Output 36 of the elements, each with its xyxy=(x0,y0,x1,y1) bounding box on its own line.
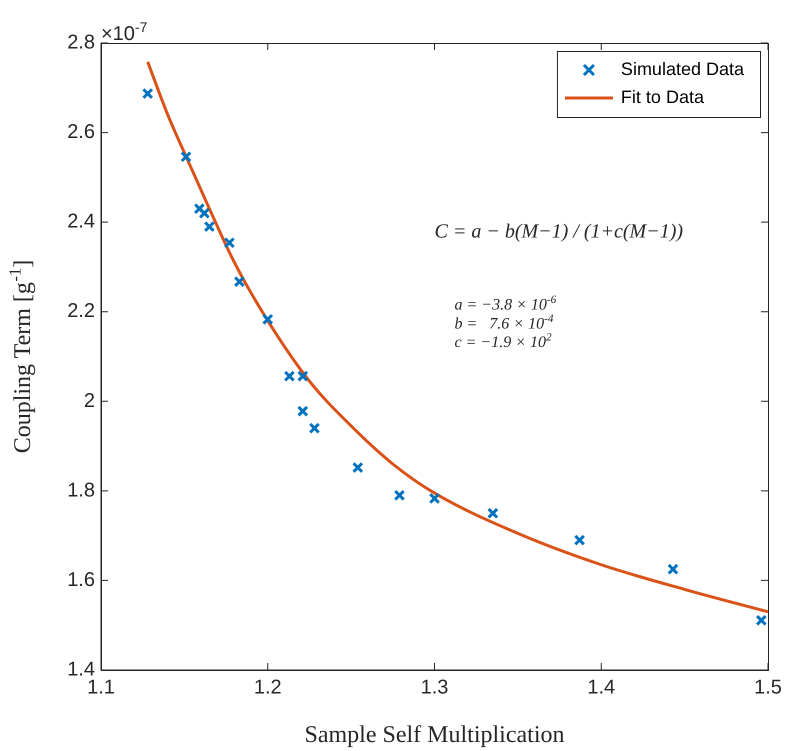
x-tick-label: 1.5 xyxy=(754,676,782,699)
point xyxy=(284,370,296,382)
point xyxy=(308,422,320,434)
x-tick-label: 1.2 xyxy=(254,676,282,699)
x-tick-label: 1.4 xyxy=(587,676,616,699)
point xyxy=(198,207,210,219)
point xyxy=(428,492,440,504)
y-tick-label: 1.6 xyxy=(67,568,95,591)
x-tick-label: 1.3 xyxy=(420,676,448,699)
point xyxy=(574,534,586,546)
x-axis-title: Sample Self Multiplication xyxy=(304,722,564,748)
legend-label: Fit to Data xyxy=(620,86,705,107)
point xyxy=(234,276,246,288)
point xyxy=(297,405,309,417)
point xyxy=(194,202,206,214)
y-axis-title: Coupling Term [g-1] xyxy=(5,260,36,454)
point xyxy=(204,220,216,232)
y-tick-label: 2.8 xyxy=(67,32,95,54)
line-series xyxy=(146,60,768,614)
y-tick-label: 2.2 xyxy=(67,300,95,322)
y-tick-label: 2 xyxy=(84,390,95,412)
y-tick-label: 1.8 xyxy=(67,479,95,502)
point xyxy=(297,370,309,382)
point xyxy=(487,508,499,519)
point xyxy=(262,314,274,326)
y-tick-label: 2.4 xyxy=(67,210,95,233)
legend-label: Simulated Data xyxy=(620,58,745,79)
point xyxy=(224,237,236,248)
point xyxy=(667,563,679,575)
point xyxy=(756,614,768,626)
point xyxy=(394,490,406,502)
y-tick-label: 2.6 xyxy=(67,121,95,144)
point xyxy=(180,151,192,162)
point xyxy=(352,462,364,474)
annotation: C = a − b(M−1) / (1+c(M−1)) xyxy=(434,220,684,242)
point xyxy=(142,88,154,100)
